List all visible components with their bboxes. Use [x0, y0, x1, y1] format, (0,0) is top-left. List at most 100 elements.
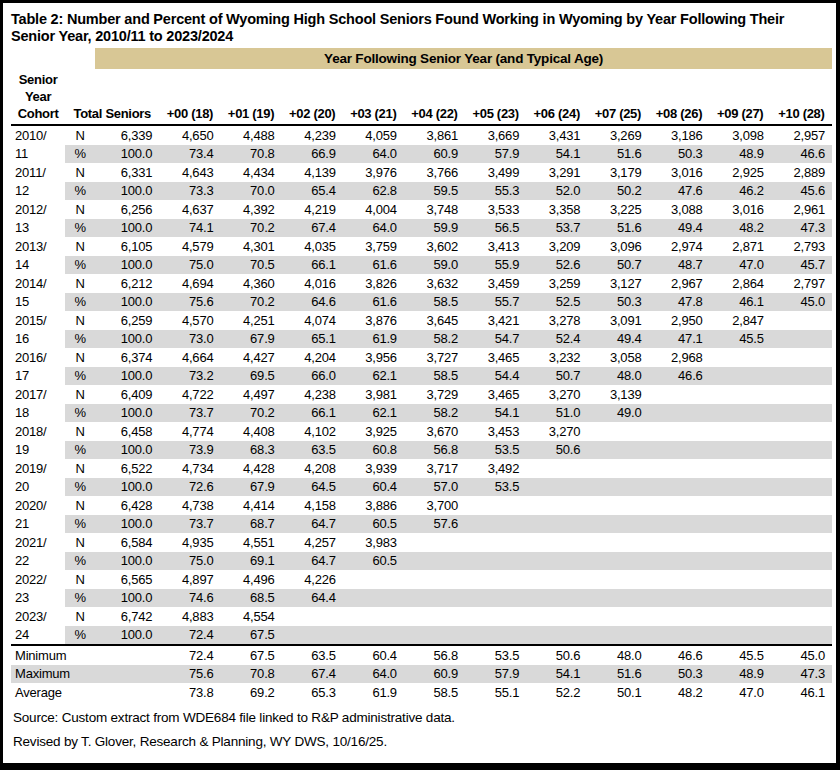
n-value-cell: 2,974: [648, 237, 709, 256]
pct-value-cell: 70.8: [220, 145, 281, 164]
cohort-label-line1: 2019/: [15, 461, 47, 476]
total-seniors-pct-cell: 100.0: [95, 256, 159, 275]
n-value-cell: 3,465: [465, 385, 526, 404]
cohort-label-line1: 2018/: [15, 424, 47, 439]
total-seniors-n-cell: 6,742: [95, 607, 159, 626]
n-value-cell: 3,700: [404, 496, 465, 515]
cohort-label: 2013/14: [11, 237, 65, 274]
n-value-cell: 3,533: [465, 200, 526, 219]
summary-label: Minimum: [11, 645, 159, 665]
n-value-cell: 2,967: [648, 274, 709, 293]
pct-value-cell: [710, 552, 771, 571]
band-spacer: [11, 48, 95, 69]
cohort-label: 2010/11: [11, 125, 65, 163]
n-value-cell: 3,669: [465, 125, 526, 145]
row-type-label-n: N: [65, 533, 95, 552]
pct-value-cell: 69.1: [220, 552, 281, 571]
summary-value-cell: 56.8: [404, 645, 465, 665]
cohort-n-row: 2017/18N6,4094,7224,4974,2383,9813,7293,…: [11, 385, 832, 404]
summary-value-cell: 63.5: [282, 645, 343, 665]
pct-value-cell: 60.5: [343, 552, 404, 571]
summary-value-cell: 75.6: [159, 665, 220, 684]
total-seniors-pct-cell: 100.0: [95, 441, 159, 460]
total-seniors-n-cell: 6,105: [95, 237, 159, 256]
n-value-cell: [282, 607, 343, 626]
pct-value-cell: 64.7: [282, 552, 343, 571]
n-value-cell: [710, 385, 771, 404]
cohort-label-line1: 2013/: [15, 239, 47, 254]
cohort-pct-row: %100.073.370.065.462.859.555.352.050.247…: [11, 182, 832, 201]
total-seniors-pct-cell: 100.0: [95, 367, 159, 386]
cohort-pct-row: %100.073.470.866.964.060.957.954.151.650…: [11, 145, 832, 164]
n-value-cell: 3,278: [526, 311, 587, 330]
cohort-label-line1: 2014/: [15, 276, 47, 291]
pct-value-cell: 50.7: [587, 256, 648, 275]
pct-value-cell: [587, 626, 648, 646]
cohort-label: 2023/24: [11, 607, 65, 645]
column-header-row: Senior Year Cohort Total Seniors +00 (18…: [11, 69, 832, 125]
pct-value-cell: 57.0: [404, 478, 465, 497]
pct-value-cell: 54.7: [465, 330, 526, 349]
pct-value-cell: 63.5: [282, 441, 343, 460]
pct-value-cell: 60.8: [343, 441, 404, 460]
n-value-cell: 2,847: [710, 311, 771, 330]
n-value-cell: 2,797: [771, 274, 832, 293]
n-value-cell: 3,269: [587, 125, 648, 145]
total-seniors-n-cell: 6,256: [95, 200, 159, 219]
n-value-cell: [526, 570, 587, 589]
n-value-cell: 3,179: [587, 163, 648, 182]
n-value-cell: [587, 607, 648, 626]
cohort-pct-row: %100.075.069.164.760.5: [11, 552, 832, 571]
total-seniors-n-cell: 6,331: [95, 163, 159, 182]
row-type-label-pct: %: [65, 552, 95, 571]
pct-value-cell: 73.7: [159, 515, 220, 534]
pct-value-cell: 46.6: [648, 367, 709, 386]
pct-value-cell: [526, 515, 587, 534]
col-header-age-05: +05 (23): [465, 69, 526, 125]
n-value-cell: 3,632: [404, 274, 465, 293]
pct-value-cell: 69.5: [220, 367, 281, 386]
pct-value-cell: 47.8: [648, 293, 709, 312]
n-value-cell: 4,257: [282, 533, 343, 552]
pct-value-cell: [526, 552, 587, 571]
n-value-cell: 4,414: [220, 496, 281, 515]
n-value-cell: 3,729: [404, 385, 465, 404]
cohort-pct-row: %100.073.768.764.760.557.6: [11, 515, 832, 534]
n-value-cell: 4,251: [220, 311, 281, 330]
pct-value-cell: 66.0: [282, 367, 343, 386]
pct-value-cell: 66.1: [282, 256, 343, 275]
total-seniors-pct-cell: 100.0: [95, 330, 159, 349]
pct-value-cell: 67.4: [282, 219, 343, 238]
n-value-cell: 3,748: [404, 200, 465, 219]
n-value-cell: 4,074: [282, 311, 343, 330]
n-value-cell: 4,488: [220, 125, 281, 145]
n-value-cell: 4,554: [220, 607, 281, 626]
cohort-label-line2: 23: [15, 590, 29, 605]
total-seniors-pct-cell: 100.0: [95, 404, 159, 423]
col-header-age-02: +02 (20): [282, 69, 343, 125]
n-value-cell: 2,889: [771, 163, 832, 182]
cohort-pct-row: %100.074.170.267.464.059.956.553.751.649…: [11, 219, 832, 238]
cohort-pct-row: %100.075.070.566.161.659.055.952.650.748…: [11, 256, 832, 275]
row-type-label-pct: %: [65, 256, 95, 275]
n-value-cell: [648, 607, 709, 626]
pct-value-cell: 73.2: [159, 367, 220, 386]
n-value-cell: 4,738: [159, 496, 220, 515]
cohort-label: 2014/15: [11, 274, 65, 311]
pct-value-cell: 56.5: [465, 219, 526, 238]
pct-value-cell: 65.4: [282, 182, 343, 201]
cohort-n-row: 2018/19N6,4584,7744,4084,1023,9253,6703,…: [11, 422, 832, 441]
n-value-cell: 4,239: [282, 125, 343, 145]
cohort-label-line1: 2020/: [15, 498, 47, 513]
n-value-cell: [648, 533, 709, 552]
pct-value-cell: 64.6: [282, 293, 343, 312]
pct-value-cell: 48.2: [710, 219, 771, 238]
n-value-cell: 3,431: [526, 125, 587, 145]
col-header-age-06: +06 (24): [526, 69, 587, 125]
pct-value-cell: 70.0: [220, 182, 281, 201]
summary-value-cell: 52.2: [526, 683, 587, 702]
cohort-n-row: 2015/16N6,2594,5704,2514,0743,8763,6453,…: [11, 311, 832, 330]
cohort-n-row: 2021/22N6,5844,9354,5514,2573,983: [11, 533, 832, 552]
summary-label: Average: [11, 683, 159, 702]
summary-value-cell: 72.4: [159, 645, 220, 665]
